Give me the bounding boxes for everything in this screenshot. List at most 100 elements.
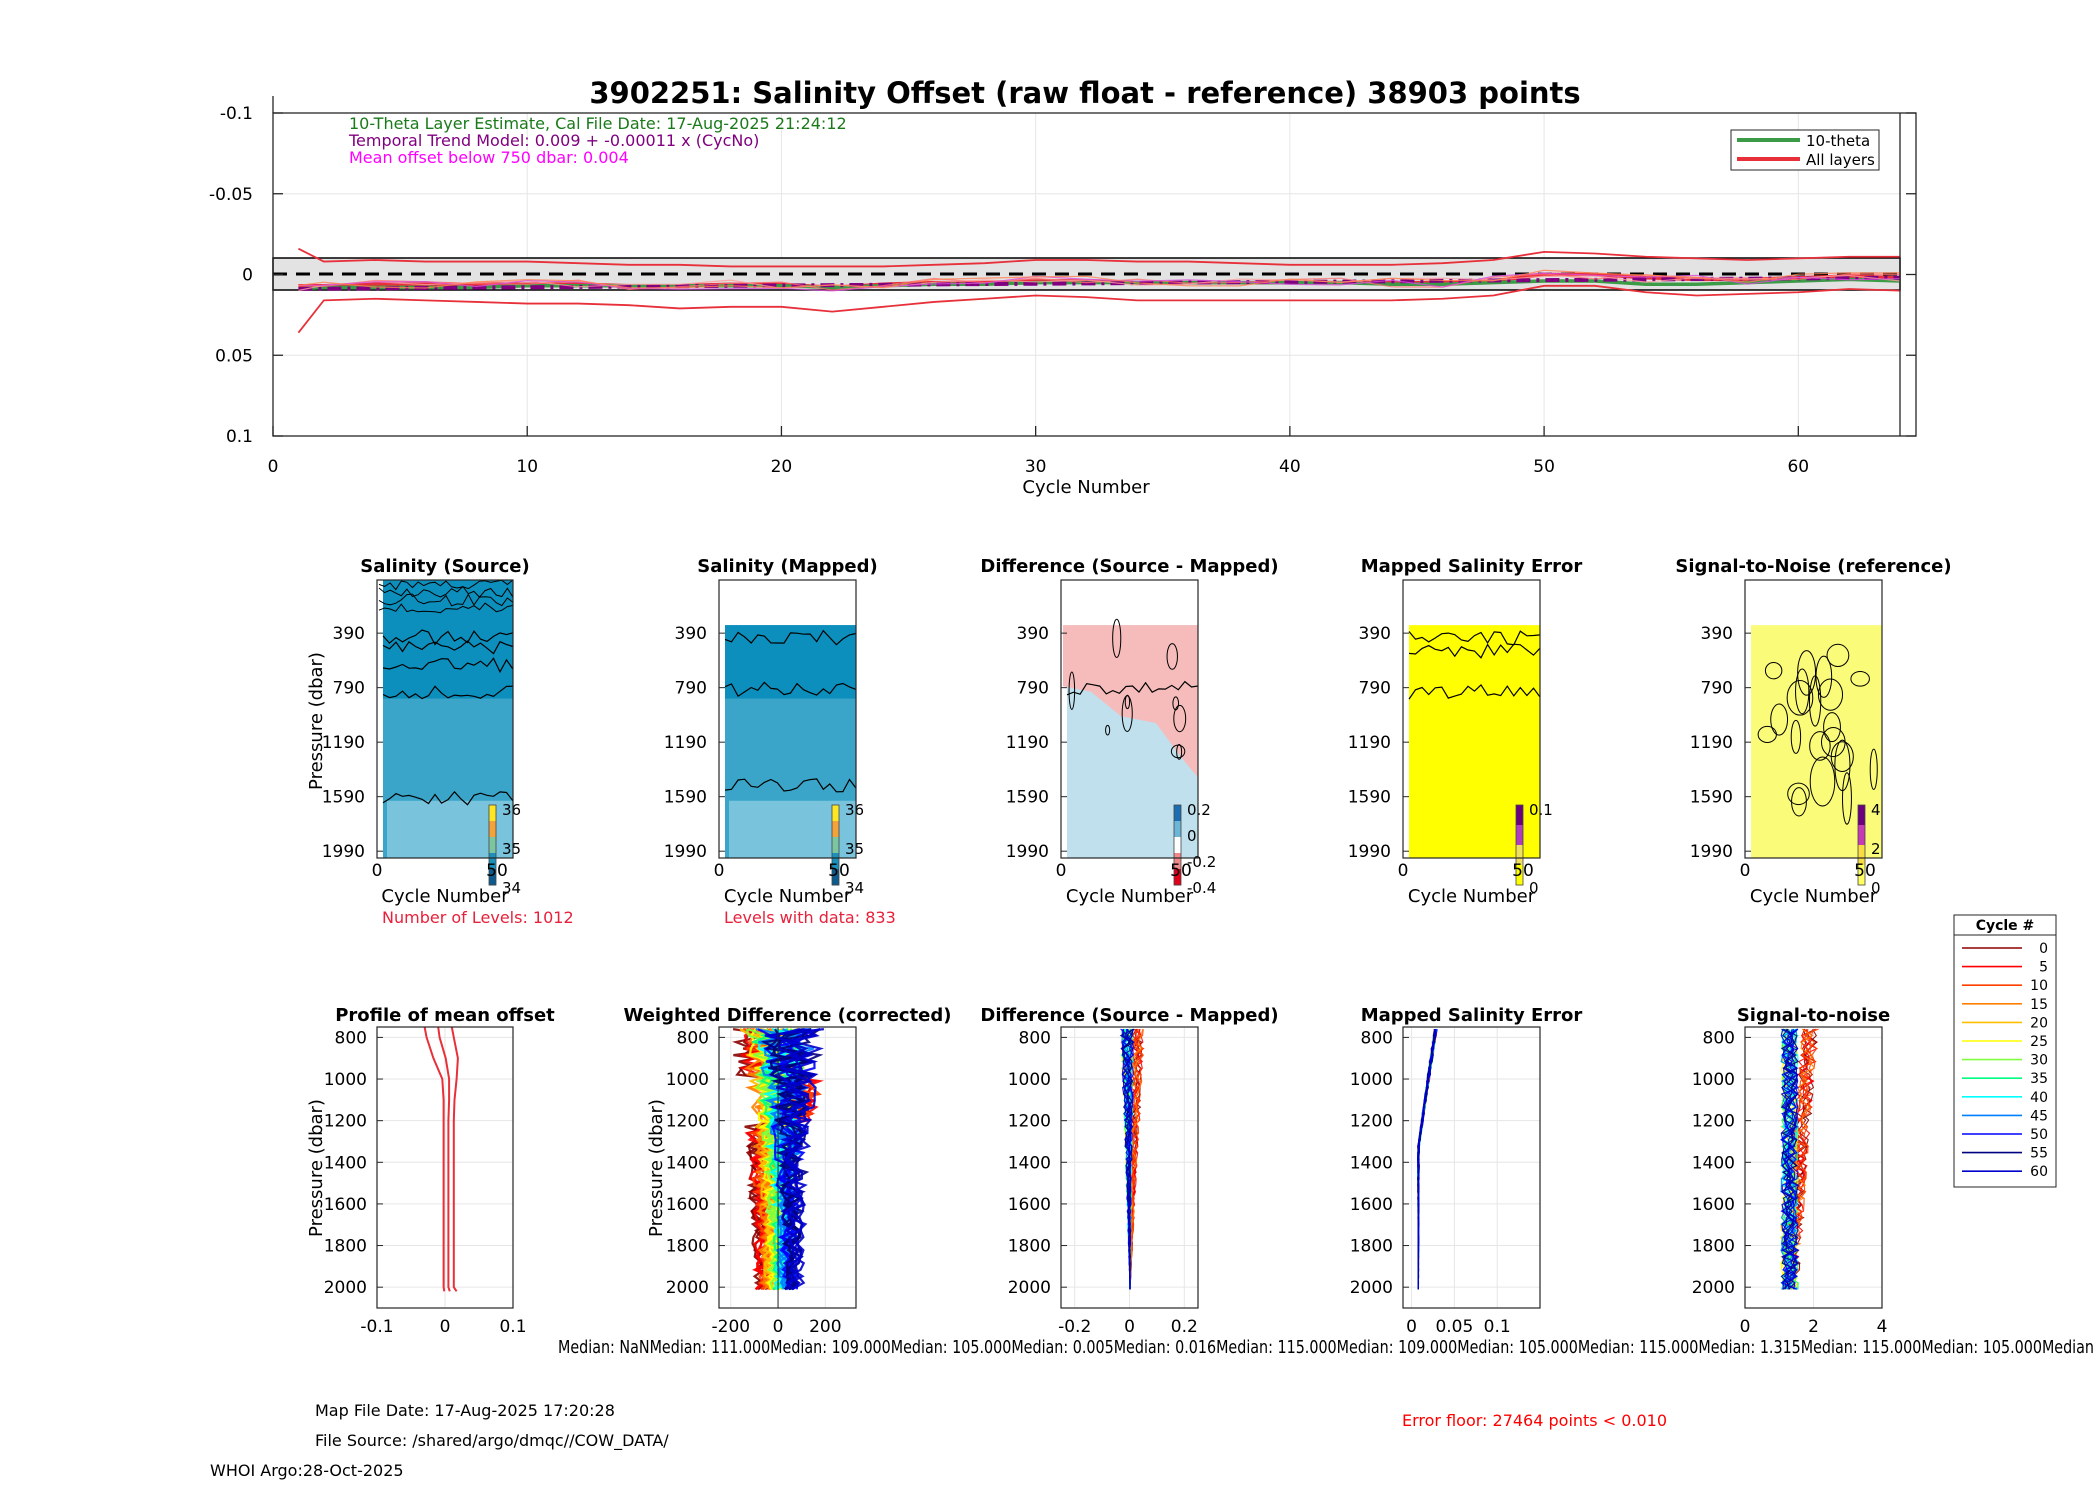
annotation-cal-file: 10-Theta Layer Estimate, Cal File Date: … [349, 114, 847, 133]
row2-x-tick-label: 0 [714, 861, 725, 881]
row3-x-tick-label: -0.2 [1058, 1317, 1091, 1337]
layer-offset-line [298, 269, 1901, 289]
row2-axes-box [1060, 579, 1199, 859]
cycle-legend-label: 35 [2030, 1071, 2048, 1087]
row2-panel-title: Salinity (Source) [360, 556, 529, 577]
row2-y-tick-label: 1190 [664, 733, 707, 753]
row3-y-tick-label: 800 [1703, 1028, 1735, 1048]
all-layers-upper-line [298, 247, 1900, 268]
legend-label-10-theta: 10-theta [1806, 132, 1870, 150]
colorbar-tick-label: 36 [502, 801, 521, 819]
colorbar-tick-label: 2 [1871, 840, 1881, 858]
row3-panel-title: Profile of mean offset [335, 1005, 555, 1026]
cycle-legend: Cycle # 0 5 10 15 20 25 30 35 40 45 50 55 60 [1953, 914, 2057, 1188]
top-y-tick-label: -0.05 [209, 185, 253, 205]
row3-y-tick-label: 1200 [1692, 1112, 1735, 1132]
row2-y-tick-label: 1190 [1690, 733, 1733, 753]
row2-y-tick-label: 790 [1359, 679, 1391, 699]
row3-y-tick-label: 1600 [1008, 1195, 1051, 1215]
row2-snr-contour [1842, 772, 1852, 825]
row3-plot-area [1403, 1027, 1540, 1308]
top-x-tick-label: 20 [771, 457, 793, 477]
colorbar-segment [489, 853, 496, 870]
row3-x-tick-label: 0.1 [1484, 1317, 1511, 1337]
error-floor-note: Error floor: 27464 points < 0.010 [1402, 1411, 1667, 1430]
row2-panel-title: Difference (Source - Mapped) [980, 556, 1278, 577]
row2-snr-contour [1787, 782, 1810, 806]
row3-panel-4: 800 1000 1200 1400 1600 1800 2000 0 0.05 0.1 Mappe… [1350, 1005, 1583, 1337]
row3-y-tick-label: 2000 [1692, 1278, 1735, 1298]
colorbar-segment [832, 853, 839, 870]
colorbar-segment [1516, 845, 1523, 866]
colorbar-segment [832, 869, 839, 886]
row2-colorbar: 36 35 34 [488, 801, 521, 897]
row2-contour-line [1408, 643, 1541, 659]
colorbar-segment [1174, 869, 1181, 886]
colorbar-segment [1516, 825, 1523, 846]
top-legend: 10-theta All layers [1730, 129, 1880, 171]
row2-snr-contour [1850, 670, 1870, 687]
colorbar-segment [489, 805, 496, 822]
cycle-legend-label: 60 [2030, 1164, 2048, 1180]
row3-profile-line [1129, 1028, 1144, 1290]
cycle-legend-label: 5 [2039, 960, 2048, 976]
row2-diff-contour [1105, 724, 1111, 736]
row2-diff-contour [1068, 671, 1076, 710]
row2-x-tick-label: 0 [1398, 861, 1409, 881]
row2-snr-contour [1764, 662, 1783, 680]
colorbar-segment [832, 821, 839, 838]
row2-x-tick-label: 0 [372, 861, 383, 881]
row3-y-tick-label: 1400 [1692, 1153, 1735, 1173]
row2-upper-band [383, 580, 513, 699]
top-panel: 0 10 20 30 40 50 60 -0.1 -0.05 0 0.05 0.1 Cycle Num… [209, 96, 1917, 498]
row2-snr-contour [1770, 703, 1789, 736]
cycle-legend-title: Cycle # [1976, 918, 2035, 934]
row2-snr-contour [1823, 712, 1841, 743]
row2-y-tick-label: 1990 [1690, 842, 1733, 862]
row2-surface-contour [378, 585, 514, 598]
row2-snr-contour [1790, 719, 1802, 754]
row3-y-tick-label: 1400 [666, 1153, 709, 1173]
cycle-legend-label: 10 [2030, 978, 2048, 994]
row2-contour-line [724, 629, 857, 646]
row2-x-tick-label: 50 [1512, 861, 1534, 881]
colorbar-tick-label: 36 [845, 801, 864, 819]
colorbar-tick-label: 0 [1187, 827, 1197, 845]
colorbar-segment [489, 869, 496, 886]
row3-x-tick-label: 0 [440, 1317, 451, 1337]
row2-diff-contour [1121, 695, 1133, 732]
row2-y-tick-label: 1590 [1690, 788, 1733, 808]
row2-snr-contour [1830, 741, 1854, 773]
row2-snr-contour [1809, 731, 1831, 761]
row3-y-tick-label: 2000 [1008, 1278, 1051, 1298]
row3-profile-line [1129, 1028, 1145, 1290]
colorbar-segment [1858, 825, 1865, 846]
row2-snr-contour [1815, 655, 1833, 698]
cycle-legend-box [1953, 914, 2057, 1188]
row3-y-tick-label: 1000 [1008, 1070, 1051, 1090]
row2-y-tick-label: 390 [675, 624, 707, 644]
temporal-trend-line [298, 275, 1901, 291]
row3-panel-title: Mapped Salinity Error [1361, 1005, 1583, 1026]
row2-y-tick-label: 1590 [322, 788, 365, 808]
cycle-legend-label: 0 [2039, 941, 2048, 957]
row2-y-tick-label: 390 [1359, 624, 1391, 644]
row2-snr-contour [1797, 650, 1817, 696]
row3-axes-box [718, 1026, 857, 1309]
whoi-argo-date: WHOI Argo:28-Oct-2025 [210, 1461, 404, 1480]
layer-offset-line [298, 274, 1901, 292]
levels-with-data-note: Levels with data: 833 [724, 908, 896, 927]
row2-y-tick-label: 390 [1017, 624, 1049, 644]
row2-contour-line [1408, 630, 1541, 646]
top-x-tick-label: 60 [1787, 457, 1809, 477]
row2-diff-contour [1176, 744, 1183, 760]
colorbar-tick-label: 0.1 [1529, 801, 1553, 819]
row2-diff-contour [1170, 744, 1186, 759]
individual-layer-lines [298, 269, 1901, 292]
row2-diff-contour [1173, 704, 1187, 733]
